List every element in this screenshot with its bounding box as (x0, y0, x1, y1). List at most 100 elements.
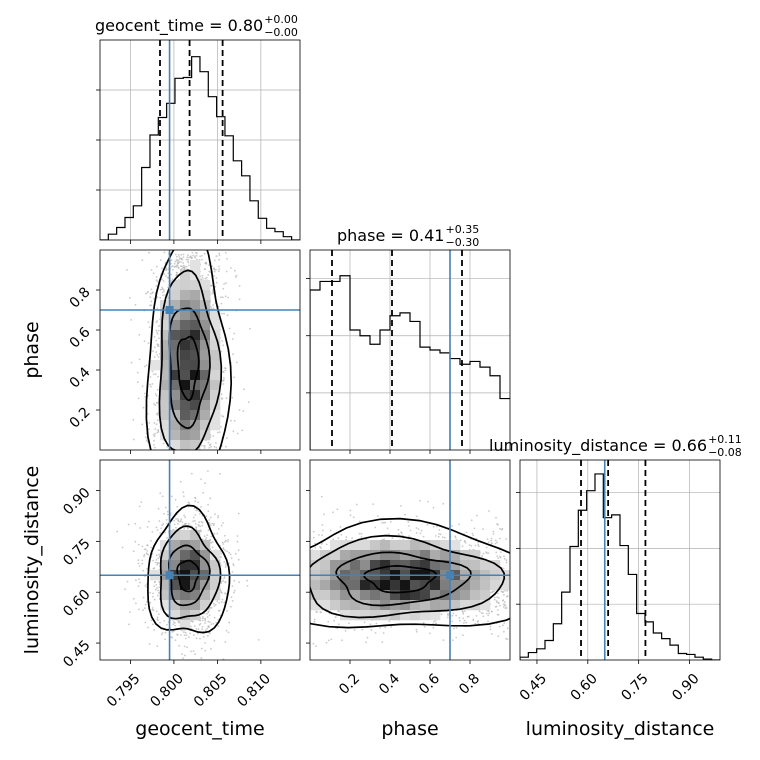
hist-panel-luminosity_distance (516, 459, 721, 664)
scatter-point (139, 581, 142, 584)
scatter-point (156, 320, 159, 322)
scatter-point (172, 268, 174, 271)
scatter-point (187, 522, 190, 525)
scatter-point (184, 523, 187, 526)
scatter-point (337, 610, 340, 613)
scatter-point (349, 514, 352, 517)
scatter-point (224, 539, 227, 542)
scatter-point (188, 264, 190, 267)
scatter-point (160, 267, 163, 270)
scatter-point (492, 530, 495, 533)
scatter-point (496, 601, 498, 603)
scatter-point (183, 654, 186, 657)
scatter-point (497, 557, 500, 559)
scatter-point (461, 545, 464, 548)
scatter-point (132, 550, 135, 553)
scatter-point (215, 442, 217, 444)
scatter-point (174, 639, 177, 641)
scatter-point (183, 634, 186, 636)
scatter-point (233, 376, 236, 379)
scatter-point (151, 531, 154, 533)
scatter-point (232, 563, 235, 565)
scatter-point (138, 333, 141, 336)
scatter-point (496, 555, 499, 557)
scatter-point (487, 552, 490, 554)
scatter-point (146, 526, 149, 528)
scatter-point (374, 526, 377, 529)
scatter-point (446, 616, 449, 619)
scatter-point (167, 268, 170, 271)
scatter-point (211, 546, 214, 549)
scatter-point (148, 428, 150, 431)
scatter-point (226, 258, 228, 260)
scatter-point (451, 620, 454, 623)
scatter-point (156, 413, 159, 416)
scatter-point (498, 625, 501, 628)
scatter-point (200, 278, 203, 281)
density-cell (160, 550, 171, 561)
scatter-point (204, 277, 207, 280)
scatter-point (321, 524, 324, 526)
scatter-point (313, 618, 316, 621)
scatter-point (231, 600, 234, 602)
scatter-point (228, 551, 231, 554)
scatter-point (504, 607, 507, 610)
scatter-point (404, 513, 406, 516)
scatter-point (178, 256, 181, 258)
density-cell (210, 340, 221, 351)
scatter-point (415, 628, 418, 631)
scatter-point (182, 491, 185, 494)
scatter-point (143, 340, 146, 342)
scatter-point (196, 252, 198, 255)
scatter-point (174, 253, 177, 256)
scatter-point (165, 519, 168, 521)
scatter-point (225, 445, 227, 448)
scatter-point (148, 326, 151, 329)
scatter-point (429, 632, 431, 635)
scatter-point (224, 251, 227, 254)
scatter-point (164, 531, 166, 534)
scatter-point (201, 274, 204, 277)
scatter-point (438, 529, 441, 531)
scatter-point (153, 581, 156, 584)
scatter-point (489, 625, 492, 628)
scatter-point (470, 519, 473, 522)
scatter-point (159, 492, 162, 495)
scatter-point (225, 562, 228, 565)
scatter-point (220, 302, 223, 305)
scatter-point (156, 401, 159, 404)
density-content (100, 460, 300, 665)
scatter-point (204, 642, 207, 644)
scatter-point (502, 606, 505, 608)
density-cell (210, 350, 221, 361)
scatter-point (345, 536, 348, 539)
scatter-point (170, 663, 172, 665)
scatter-point (155, 526, 158, 529)
scatter-point (339, 526, 342, 528)
scatter-point (455, 636, 458, 639)
density-cell (170, 580, 181, 591)
scatter-point (465, 531, 468, 534)
scatter-point (223, 367, 226, 369)
scatter-point (157, 619, 159, 622)
scatter-point (170, 636, 173, 638)
density-cell (170, 330, 181, 341)
scatter-point (214, 259, 216, 262)
scatter-point (163, 290, 165, 293)
scatter-point (156, 594, 159, 597)
scatter-point (174, 265, 177, 268)
scatter-point (180, 518, 183, 521)
scatter-point (503, 601, 506, 603)
scatter-point (215, 277, 218, 279)
scatter-point (156, 587, 159, 589)
scatter-point (155, 610, 158, 613)
scatter-point (148, 643, 151, 645)
scatter-point (478, 610, 481, 613)
scatter-point (440, 613, 443, 616)
scatter-point (236, 432, 239, 435)
scatter-point (231, 338, 234, 340)
scatter-point (415, 532, 418, 534)
scatter-point (315, 610, 318, 613)
scatter-point (151, 383, 154, 385)
density-cell (180, 550, 191, 561)
